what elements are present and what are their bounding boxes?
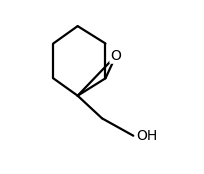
Text: OH: OH <box>136 129 157 143</box>
Text: O: O <box>111 49 121 63</box>
